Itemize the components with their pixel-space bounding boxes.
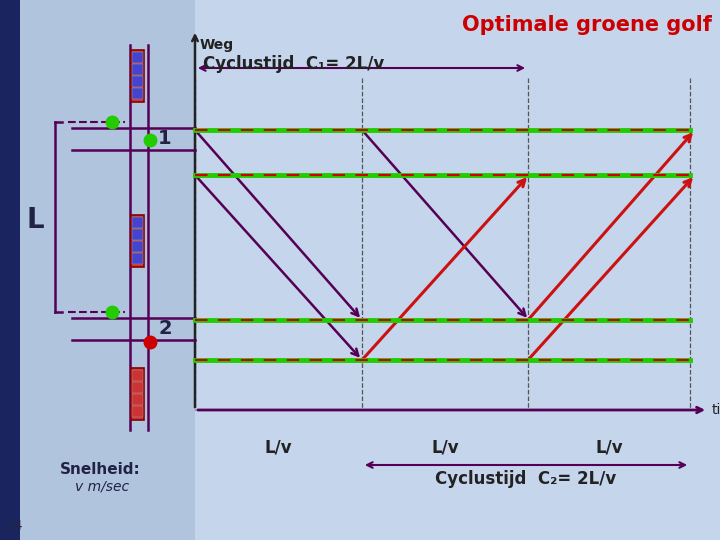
Text: tijd: tijd	[712, 403, 720, 417]
Text: Cyclustijd  C₁= 2L/v: Cyclustijd C₁= 2L/v	[203, 55, 384, 73]
FancyBboxPatch shape	[132, 370, 143, 381]
FancyBboxPatch shape	[132, 241, 143, 252]
Text: L/v: L/v	[265, 438, 292, 456]
FancyBboxPatch shape	[132, 394, 143, 405]
FancyBboxPatch shape	[131, 215, 144, 267]
FancyBboxPatch shape	[131, 50, 144, 102]
FancyBboxPatch shape	[131, 368, 144, 420]
FancyBboxPatch shape	[132, 406, 143, 417]
FancyBboxPatch shape	[132, 253, 143, 264]
FancyBboxPatch shape	[132, 64, 143, 75]
Text: L: L	[26, 206, 44, 234]
FancyBboxPatch shape	[132, 229, 143, 240]
FancyBboxPatch shape	[132, 382, 143, 393]
FancyBboxPatch shape	[132, 217, 143, 228]
FancyBboxPatch shape	[132, 88, 143, 99]
Text: Optimale groene golf: Optimale groene golf	[462, 15, 712, 35]
Text: L/v: L/v	[595, 438, 623, 456]
Text: 1: 1	[158, 129, 171, 147]
Text: v m/sec: v m/sec	[75, 479, 129, 493]
Text: L/v: L/v	[431, 438, 459, 456]
Text: Snelheid:: Snelheid:	[60, 462, 140, 477]
Text: 24: 24	[5, 519, 22, 533]
FancyBboxPatch shape	[132, 52, 143, 63]
Text: 2: 2	[158, 319, 171, 338]
Text: Weg: Weg	[200, 38, 234, 52]
Text: Cyclustijd  C₂= 2L/v: Cyclustijd C₂= 2L/v	[436, 470, 616, 488]
FancyBboxPatch shape	[132, 76, 143, 87]
FancyBboxPatch shape	[0, 0, 20, 540]
FancyBboxPatch shape	[0, 0, 195, 540]
